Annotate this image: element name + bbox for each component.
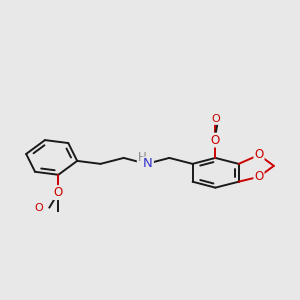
Text: O: O	[54, 186, 63, 199]
Text: O: O	[211, 134, 220, 147]
Text: H: H	[138, 151, 146, 164]
Text: O: O	[35, 203, 44, 214]
Text: N: N	[143, 158, 153, 170]
Text: O: O	[211, 114, 220, 124]
Text: O: O	[254, 148, 264, 161]
Text: O: O	[254, 170, 264, 183]
